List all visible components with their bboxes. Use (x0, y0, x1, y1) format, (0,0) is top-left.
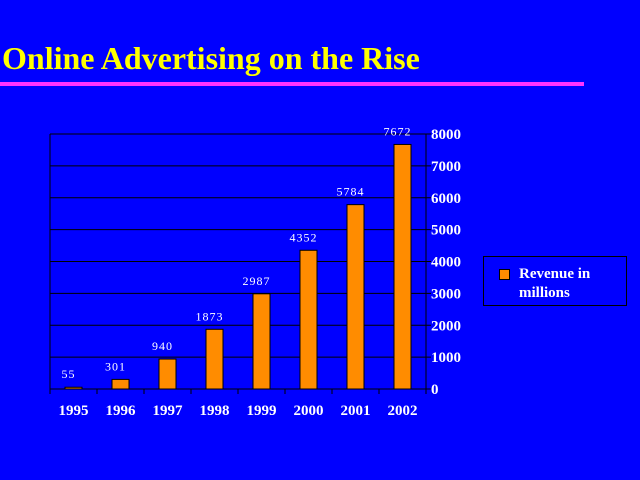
y-tick-label: 0 (431, 382, 439, 398)
x-category-label: 2000 (294, 403, 324, 419)
y-tick-label: 6000 (431, 191, 461, 207)
y-tick-label: 3000 (431, 286, 461, 302)
data-label: 55 (62, 367, 76, 381)
chart-legend: Revenue in millions (483, 256, 627, 306)
legend-swatch (499, 269, 510, 280)
gridlines (50, 133, 431, 390)
x-category-label: 1998 (200, 403, 230, 419)
bar-1996 (111, 378, 130, 390)
bar-1997 (158, 358, 177, 390)
x-category-labels: 1995 1996 1997 1998 1999 2000 2001 2002 (59, 403, 418, 419)
y-tick-label: 4000 (431, 255, 461, 271)
data-label: 4352 (290, 230, 318, 244)
x-category-label: 2002 (388, 403, 418, 419)
y-tick-label: 2000 (431, 318, 461, 334)
bar-1998 (205, 328, 224, 390)
bars (64, 143, 412, 390)
data-label: 7672 (384, 124, 412, 138)
y-tick-label: 7000 (431, 159, 461, 175)
x-category-label: 1996 (106, 403, 137, 419)
slide-title: Online Advertising on the Rise (2, 40, 420, 76)
x-category-label: 1995 (59, 403, 89, 419)
y-tick-label: 5000 (431, 223, 461, 239)
data-label: 5784 (337, 185, 365, 199)
y-tick-label: 1000 (431, 350, 461, 366)
legend-label: Revenue in millions (519, 266, 591, 301)
bar-1999 (252, 293, 271, 390)
bar-2001 (346, 204, 365, 390)
data-label: 301 (105, 359, 126, 373)
bar-2000 (299, 249, 318, 390)
y-tick-label: 8000 (431, 127, 461, 143)
y-tick-labels: 0 1000 2000 3000 4000 5000 6000 7000 8000 (431, 127, 461, 398)
x-category-label: 1999 (247, 403, 277, 419)
bar-2002 (393, 143, 412, 390)
title-underline (0, 82, 584, 86)
data-label: 2987 (243, 274, 271, 288)
x-category-label: 2001 (341, 403, 371, 419)
x-category-label: 1997 (153, 403, 184, 419)
axes (49, 134, 427, 394)
data-label: 940 (152, 339, 173, 353)
data-label: 1873 (196, 309, 224, 323)
data-labels: 55 301 940 1873 2987 4352 5784 7672 (62, 124, 412, 381)
